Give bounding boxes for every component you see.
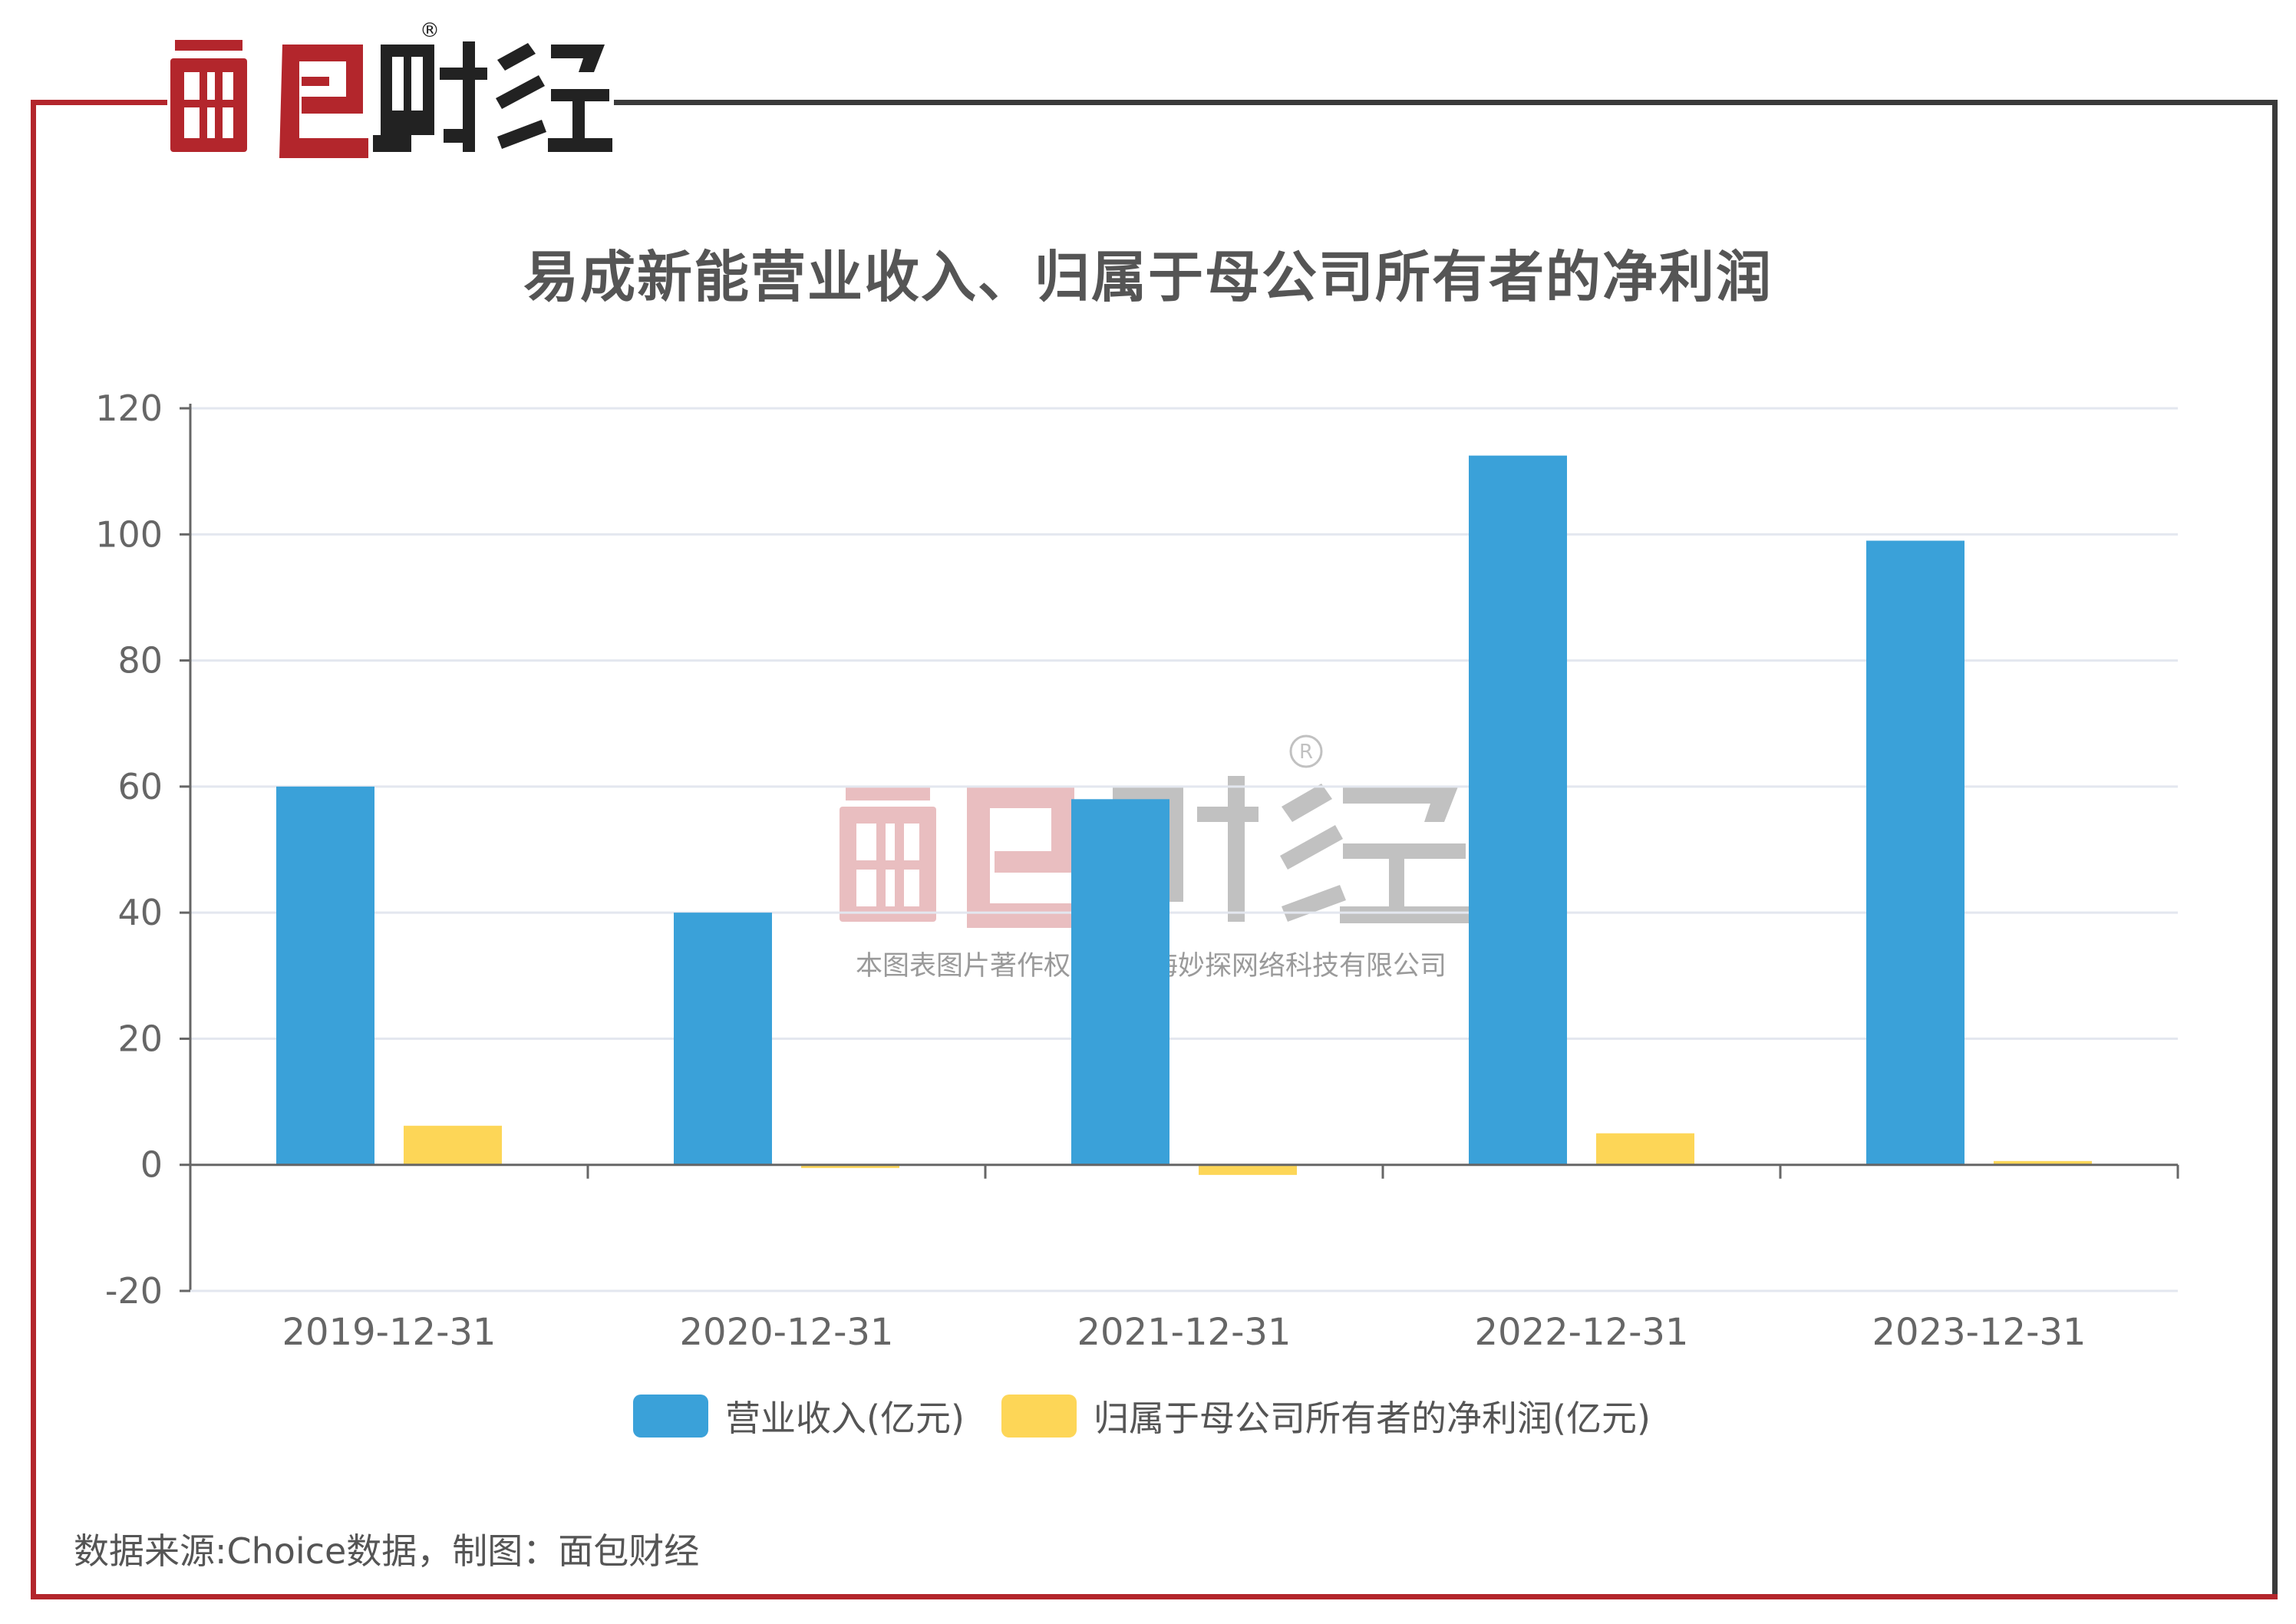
frame-border-bottom [31,1594,2278,1599]
legend-label-revenue: 营业收入(亿元) [725,1398,965,1439]
bar-revenue [1469,455,1567,1165]
legend-item-revenue[interactable]: 营业收入(亿元) [633,1385,965,1447]
y-tick-label: 0 [140,1144,163,1186]
x-tick-label: 2023-12-31 [1872,1311,2087,1354]
x-tick-label: 2020-12-31 [680,1311,894,1354]
bars [276,455,2092,1175]
x-tick-label: 2021-12-31 [1077,1311,1292,1354]
bar-net-profit [1994,1160,2092,1165]
svg-text:R: R [1299,741,1313,764]
bar-net-profit [801,1164,899,1168]
bar-revenue [674,913,772,1165]
frame-border-right [2272,100,2278,1599]
bar-net-profit [1199,1164,1297,1175]
bar-revenue [1866,540,1964,1165]
legend-item-net-profit[interactable]: 归属于母公司所有者的净利润(亿元) [1001,1385,1651,1447]
y-tick-label: 20 [117,1018,163,1059]
x-tick-label: 2022-12-31 [1475,1311,1689,1354]
legend-swatch-revenue [633,1395,708,1438]
chart-title: 易成新能营业收入、归属于母公司所有者的净利润 [523,245,1773,309]
axes [180,404,2179,1292]
legend-label-net-profit: 归属于母公司所有者的净利润(亿元) [1094,1398,1651,1439]
bar-revenue [1071,799,1169,1165]
axis-labels: 120 100 80 60 40 20 0 -20 2019-12-31 2020-12-31 20… [95,388,2086,1354]
frame-border-top-left [31,100,167,105]
y-tick-label: 100 [95,513,163,555]
legend-swatch-net-profit [1001,1395,1077,1438]
y-tick-label: 40 [117,892,163,933]
bar-net-profit [404,1125,502,1165]
brand-logo: ® [170,19,612,158]
bar-revenue [276,786,374,1165]
frame-border-left [31,100,36,1599]
y-tick-label: 120 [95,388,163,429]
y-tick-label: 60 [117,766,163,807]
y-tick-label: 80 [117,640,163,682]
y-tick-label: -20 [105,1270,163,1312]
chart-legend: 营业收入(亿元) 归属于母公司所有者的净利润(亿元) [0,1385,2296,1447]
svg-text:®: ® [420,19,440,42]
x-tick-label: 2019-12-31 [282,1311,496,1354]
source-note: 数据来源:Choice数据，制图：面包财经 [74,1530,700,1572]
frame-border-top-right [614,100,2278,105]
bar-net-profit [1596,1133,1694,1165]
